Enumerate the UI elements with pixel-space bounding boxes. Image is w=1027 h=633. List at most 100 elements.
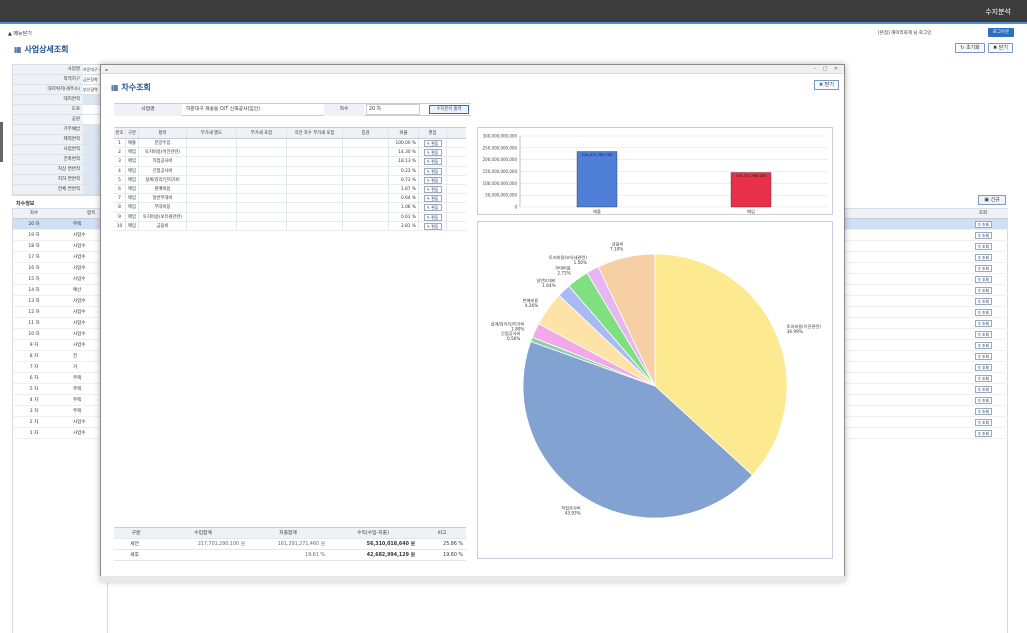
edit-button[interactable]: ✎ 편집 [423,195,442,203]
view-button[interactable]: ⚲ 조회 [975,287,992,294]
table-row[interactable]: 20 차 주택 [13,219,109,230]
view-button[interactable]: ⚲ 조회 [975,265,992,272]
view-button[interactable]: ⚲ 조회 [975,298,992,305]
form-label: 전체 연면적 [13,185,83,195]
view-button[interactable]: ⚲ 조회 [975,243,992,250]
table-row[interactable]: 1 차 사업수 [13,428,109,439]
table-row[interactable]: 13 차 사업수 [13,296,109,307]
edit-label: 편집 [431,196,439,202]
item-cell: 주택 [73,376,82,381]
view-button[interactable]: ⚲ 조회 [975,232,992,239]
search-chasu-select[interactable]: 20 차 [366,104,420,115]
grid-row[interactable]: 10 매입 금융비 2.81 % ✎ 편집 [114,221,466,231]
grid-edit-cell: ✎ 편집 [419,194,447,203]
edit-button[interactable]: ✎ 편집 [423,176,442,184]
grid-row[interactable]: 9 매입 토지비용(보유세관련) 0.61 % ✎ 편집 [114,212,466,222]
grid-row[interactable]: 8 매입 부대비용 1.06 % ✎ 편집 [114,203,466,213]
grid-row[interactable]: 4 매입 간접공사비 0.23 % ✎ 편집 [114,166,466,176]
new-button[interactable]: ▣ 신규 [978,195,1006,205]
grid-cell: 2.81 % [389,221,419,230]
y-tick-label: 0 [514,205,517,210]
view-button[interactable]: ⚲ 조회 [975,276,992,283]
view-button[interactable]: ⚲ 조회 [975,221,992,228]
edit-button[interactable]: ✎ 편집 [423,204,442,212]
reset-button[interactable]: ↻ 초기화 [955,43,985,53]
window-close-icon[interactable]: ✕ [833,66,838,72]
summary-row: 세후 19.61 % 42,682,994,129 원 19.60 % [114,550,466,561]
edit-button[interactable]: ✎ 편집 [423,167,442,175]
table-row[interactable]: 5 차 주택 [13,384,109,395]
modal-close-button[interactable]: ✖ 닫기 [814,80,839,90]
table-row[interactable]: 8 차 전 [13,351,109,362]
table-row[interactable]: 17 차 사업수 [13,252,109,263]
view-button[interactable]: ⚲ 조회 [975,353,992,360]
grid-cell: 금융비 [139,221,187,230]
grid-row[interactable]: 6 매입 판매비용 1.67 % ✎ 편집 [114,184,466,195]
pie-label: 간접공사비 [501,330,520,337]
chasu-cell: 20 차 [28,222,40,227]
view-button[interactable]: ⚲ 조회 [975,342,992,349]
grid-row[interactable]: 5 매입 설계/감리/인허가비 0.73 % ✎ 편집 [114,175,466,185]
table-row[interactable]: 2 차 사업수 [13,417,109,428]
grid-cell: 0.73 % [389,175,419,184]
table-row[interactable]: 18 차 사업수 [13,241,109,252]
minimize-icon[interactable]: – [813,66,817,72]
grid-cell [237,194,287,203]
table-row[interactable]: 12 차 사업수 [13,307,109,318]
table-row[interactable]: 10 차 사업수 [13,329,109,340]
view-button[interactable]: ⚲ 조회 [975,331,992,338]
grid-cell: 설계/감리/인허가비 [139,175,187,184]
edit-button[interactable]: ✎ 편집 [423,185,442,193]
calc-print-button[interactable]: 수지분석 출력 [429,105,469,114]
view-button[interactable]: ⚲ 조회 [975,364,992,371]
view-button[interactable]: ⚲ 조회 [975,320,992,327]
table-row[interactable]: 3 차 주택 [13,406,109,417]
col-view: 조회 [978,211,988,216]
view-button[interactable]: ⚲ 조회 [975,254,992,261]
page-close-button[interactable]: ✖ 닫기 [988,43,1013,53]
table-row[interactable]: 6 차 주택 [13,373,109,384]
search-name-value[interactable]: 하운대구 재송동 O/T 신축공사(임인) [186,107,261,112]
table-row[interactable]: 15 차 사업수 [13,274,109,285]
edit-button[interactable]: ✎ 편집 [423,140,442,147]
search-icon: ⚲ [978,233,982,238]
item-cell: 사업수 [73,332,86,337]
view-button[interactable]: ⚲ 조회 [975,309,992,316]
pie-pct-label: 7.10% [610,247,623,252]
view-button[interactable]: ⚲ 조회 [975,397,992,404]
table-row[interactable]: 9 차 사업수 [13,340,109,351]
table-row[interactable]: 16 차 사업수 [13,263,109,274]
view-button[interactable]: ⚲ 조회 [975,386,992,393]
logout-button[interactable]: 로그아웃 [988,28,1014,37]
grid-row[interactable]: 3 매입 직접공사비 18.13 % ✎ 편집 [114,157,466,167]
grid-header-cell: 항목 [139,128,187,138]
maximize-icon[interactable]: □ [822,66,828,72]
grid-cell: 3 [114,157,126,166]
grid-cell [187,157,237,166]
grid-cell: 토지비용(보유세관련) [139,212,187,221]
grid-row[interactable]: 2 매입 토지비용(이전관련) 14.30 % ✎ 편집 [114,148,466,158]
view-button[interactable]: ⚲ 조회 [975,408,992,415]
window-controls: – □ ✕ [814,65,838,74]
grid-row[interactable]: 7 매입 일반부대비 0.64 % ✎ 편집 [114,194,466,204]
chasu-cell: 18 차 [28,244,40,249]
table-row[interactable]: 4 차 주택 [13,395,109,406]
table-row[interactable]: 7 차 거 [13,362,109,373]
view-button[interactable]: ⚲ 조회 [975,430,992,437]
pie-slice [654,253,788,476]
summary-cell: 161,391,271,460 원 [277,542,325,547]
edit-button[interactable]: ✎ 편집 [423,158,442,166]
view-label: 조회 [982,365,989,370]
edit-button[interactable]: ✎ 편집 [423,213,442,221]
summary-cell: 25.86 % [443,542,463,547]
table-row[interactable]: 14 차 예산 [13,285,109,296]
table-row[interactable]: 11 차 사업수 [13,318,109,329]
table-row[interactable]: 19 차 사업수 [13,230,109,241]
edit-button[interactable]: ✎ 편집 [423,222,442,230]
edit-button[interactable]: ✎ 편집 [423,149,442,157]
grid-row[interactable]: 1 매출 분양수입 100.00 % ✎ 편집 [114,139,466,149]
view-button[interactable]: ⚲ 조회 [975,375,992,382]
view-button[interactable]: ⚲ 조회 [975,419,992,426]
summary-cell: 217,701,290,100 원 [197,542,245,547]
menu-toggle-button[interactable]: ▲ 메뉴닫기 [8,31,32,37]
